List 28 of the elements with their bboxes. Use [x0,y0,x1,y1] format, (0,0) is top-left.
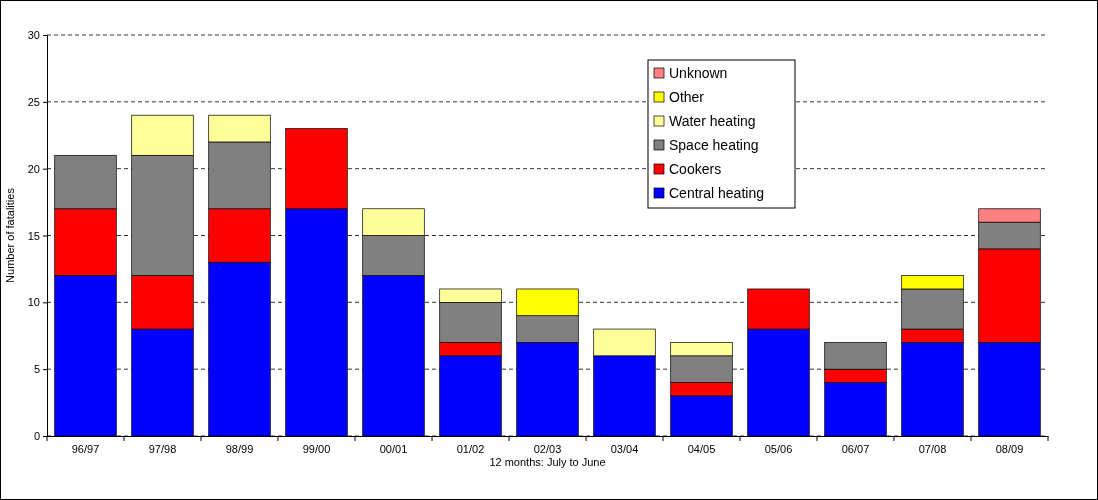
y-axis-title: Number of fatalities [4,187,16,283]
x-tick-label: 07/08 [918,442,947,455]
y-tick-label: 10 [27,296,40,309]
y-tick-label: 5 [33,363,40,376]
legend-label: Cookers [669,161,722,177]
x-tick-label: 08/09 [995,442,1024,455]
legend-label: Space heating [669,137,759,153]
x-tick-label: 00/01 [379,442,408,455]
x-tick-label: 02/03 [533,442,562,455]
legend-label: Unknown [669,65,728,81]
x-tick-label: 96/97 [71,442,100,455]
y-tick-label: 15 [27,229,40,242]
x-tick-label: 06/07 [841,442,870,455]
y-tick-label: 0 [33,430,40,443]
y-tick-label: 25 [27,95,40,108]
legend-label: Water heating [669,113,756,129]
y-tick-label: 30 [27,29,40,42]
x-axis-title: 12 months: July to June [489,456,606,468]
legend-label: Other [669,89,705,105]
x-tick-label: 03/04 [610,442,639,455]
x-tick-label: 05/06 [764,442,793,455]
y-tick-label: 20 [27,162,40,175]
x-tick-label: 98/99 [225,442,254,455]
x-tick-label: 97/98 [148,442,177,455]
x-tick-label: 99/00 [302,442,331,455]
x-tick-label: 04/05 [687,442,716,455]
x-tick-label: 01/02 [456,442,485,455]
legend-label: Central heating [669,185,764,201]
